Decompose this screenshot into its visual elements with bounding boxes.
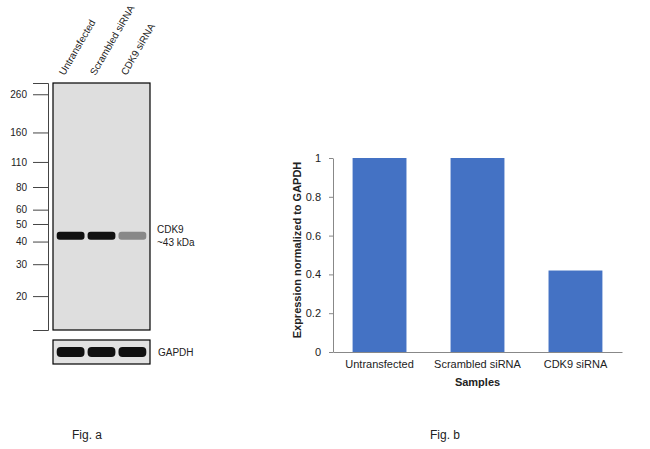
figure: 260 160 110 80 60 50 40 30 20 Untransfected Scramb…	[0, 0, 650, 449]
tick: Scrambled siRNA	[434, 352, 521, 370]
loading-frame	[53, 340, 150, 364]
tick: 0.6	[306, 230, 333, 242]
band	[118, 232, 146, 240]
marker-axis: 260 160 110 80 60 50 40 30 20	[10, 84, 48, 331]
tick-label: 0.6	[306, 230, 321, 242]
tick-label: Untransfected	[345, 358, 413, 370]
loading-band	[57, 347, 85, 357]
gel-frame	[53, 83, 150, 330]
bars	[353, 158, 603, 352]
tick-label: 110	[11, 157, 27, 168]
loading-band	[88, 347, 116, 357]
tick: 60	[16, 204, 48, 215]
tick-label: 0.2	[306, 307, 321, 319]
axis-line	[333, 159, 334, 353]
y-axis: 0 0.2 0.4 0.6 0.8 1	[306, 152, 334, 358]
tick-mark	[329, 274, 333, 275]
loading-bands	[57, 347, 147, 357]
lane-label: CDK9 siRNA	[119, 21, 158, 77]
tick-label: Scrambled siRNA	[434, 358, 521, 370]
tick: 160	[10, 127, 48, 138]
tick-mark	[33, 242, 48, 243]
tick-mark	[33, 187, 48, 188]
tick-label: 30	[16, 259, 28, 270]
tick-mark	[33, 162, 48, 163]
tick-mark	[33, 132, 48, 133]
bands	[57, 232, 147, 240]
bar	[353, 158, 407, 352]
tick-label: 50	[16, 219, 28, 230]
tick-label: 0.8	[306, 191, 321, 203]
band-mw-label: ~43 kDa	[157, 237, 195, 248]
tick: 40	[16, 236, 48, 247]
axis-line	[33, 84, 49, 331]
band	[57, 232, 85, 240]
band-label: CDK9	[157, 224, 184, 235]
tick: Untransfected	[345, 352, 413, 370]
tick: 0	[315, 346, 333, 358]
tick-label: 260	[10, 89, 27, 100]
bar-panel: 0 0.2 0.4 0.6 0.8 1 Untransfected Scrambled siR…	[291, 152, 623, 442]
tick-mark	[329, 236, 333, 237]
caption: Fig. a	[72, 428, 102, 442]
tick-label: CDK9 siRNA	[544, 358, 608, 370]
tick-mark	[33, 264, 48, 265]
tick-label: 40	[16, 236, 28, 247]
tick-label: 20	[16, 291, 28, 302]
tick-label: 0.4	[306, 268, 321, 280]
tick-mark	[329, 158, 333, 159]
tick: 1	[315, 152, 333, 164]
tick-mark	[33, 224, 48, 225]
tick: 0.2	[306, 307, 333, 319]
tick-label: 160	[10, 127, 27, 138]
bar	[451, 158, 505, 352]
tick: 50	[16, 219, 48, 230]
tick-label: 1	[315, 152, 321, 164]
tick-label: 0	[315, 346, 321, 358]
tick: 80	[16, 182, 48, 193]
x-axis: Untransfected Scrambled siRNA CDK9 siRNA	[334, 352, 623, 370]
tick: 30	[16, 259, 48, 270]
loading-band	[118, 347, 146, 357]
tick-label: 80	[16, 182, 28, 193]
loading-label: GAPDH	[158, 347, 194, 358]
blot-panel: 260160110806050403020UntransfectedScramb…	[10, 3, 195, 442]
tick: 260	[10, 89, 48, 100]
tick-mark	[33, 296, 48, 297]
tick-mark	[33, 94, 48, 95]
axis-line	[334, 352, 623, 353]
tick-mark	[329, 352, 333, 353]
tick: CDK9 siRNA	[544, 352, 608, 370]
tick-mark	[33, 210, 48, 211]
bar	[549, 271, 603, 352]
tick: 0.4	[306, 268, 333, 280]
y-axis-title: Expression normalized to GAPDH	[291, 162, 303, 339]
caption: Fig. b	[430, 428, 460, 442]
band	[88, 232, 116, 240]
tick-mark	[329, 197, 333, 198]
tick-label: 60	[16, 204, 28, 215]
tick: 20	[16, 291, 48, 302]
tick: 0.8	[306, 191, 333, 203]
tick: 110	[11, 157, 48, 168]
x-axis-title: Samples	[455, 376, 500, 388]
tick-mark	[329, 313, 333, 314]
